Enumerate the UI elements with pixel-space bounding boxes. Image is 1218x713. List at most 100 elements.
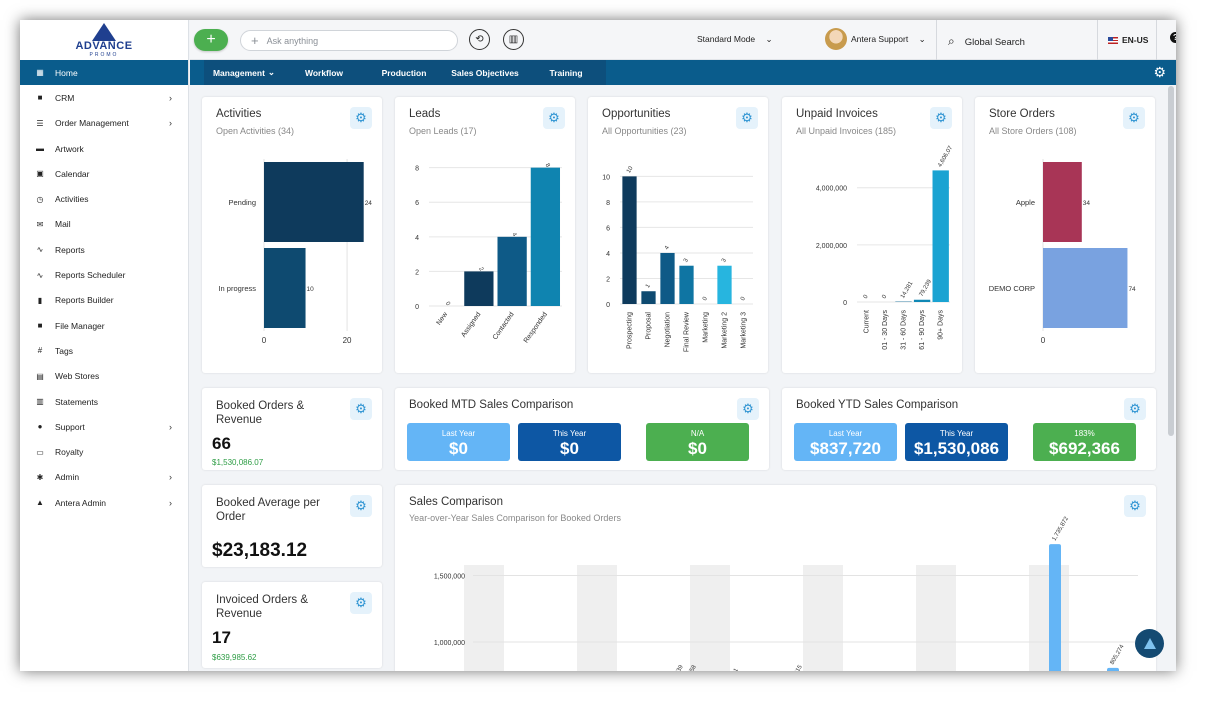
gear-icon[interactable]: ⚙	[1123, 107, 1145, 129]
sidebar-item-reports-scheduler[interactable]: ∿ Reports Scheduler	[20, 262, 188, 287]
y-tick-label: 2	[415, 269, 419, 276]
y-tick-label: 6	[415, 200, 419, 207]
ask-anything-input[interactable]: + Ask anything	[240, 30, 458, 51]
sidebar-item-label: Tags	[55, 345, 73, 356]
chart-icon[interactable]: ▥	[503, 29, 524, 50]
list-icon: ☰	[36, 118, 44, 128]
value-label: 8	[544, 163, 551, 169]
help-icon[interactable]: ?	[1170, 32, 1176, 43]
tab-workflow[interactable]: Workflow	[284, 60, 364, 85]
opportunities-chart: 0 2 4 6 8 10 10 Prospecting 1 Proposal 4 Negotiatio…	[602, 165, 753, 352]
gear-icon[interactable]: ⚙	[350, 107, 372, 129]
tab-production[interactable]: Production	[364, 60, 444, 85]
tab-sales-objectives[interactable]: Sales Objectives	[444, 60, 526, 85]
sidebar-item-support[interactable]: ● Support ›	[20, 414, 188, 439]
category-label: Apple	[1016, 198, 1035, 207]
tab-label: Workflow	[304, 67, 344, 78]
sidebar-item-reports-builder[interactable]: ▮ Reports Builder	[20, 288, 188, 313]
gear-icon[interactable]: ⚙	[1124, 495, 1146, 517]
value-label: 4,606,07	[937, 145, 954, 169]
activities-card: Activities Open Activities (34) ⚙ 0 20 Pen…	[202, 97, 382, 373]
sidebar-item-calendar[interactable]: ▣ Calendar	[20, 161, 188, 186]
sidebar-item-reports[interactable]: ∿ Reports	[20, 237, 188, 262]
sidebar-item-artwork[interactable]: ▬ Artwork	[20, 136, 188, 161]
period-band	[803, 565, 843, 671]
y-tick-label: 4	[606, 251, 610, 258]
brand-logo[interactable]: ADVANCE PROMO	[20, 20, 188, 60]
gear-icon[interactable]: ⚙	[930, 107, 952, 129]
card-title: Booked Average per Order	[216, 497, 321, 523]
sidebar-item-order-management[interactable]: ☰ Order Management ›	[20, 111, 188, 136]
sidebar-item-label: Order Management	[55, 118, 129, 129]
assistant-icon	[1143, 638, 1156, 649]
brand-sub: PROMO	[89, 51, 119, 58]
tab-management[interactable]: Management ⌄	[204, 60, 284, 85]
x-tick-label: 0	[262, 336, 267, 345]
y-tick-label: 0	[415, 304, 419, 311]
value-label: 14,281	[900, 280, 915, 299]
box-value: $692,366	[1049, 439, 1120, 458]
booked-orders-count: 66	[212, 434, 231, 453]
y-tick-label: 1,500,000	[434, 573, 465, 580]
tab-training[interactable]: Training	[526, 60, 606, 85]
value-label: 4	[664, 244, 671, 250]
sidebar-item-tags[interactable]: # Tags	[20, 338, 188, 363]
gear-icon[interactable]: ⚙	[1124, 398, 1146, 420]
bar	[932, 170, 949, 302]
gear-icon[interactable]: ⚙	[350, 398, 372, 420]
period-band	[577, 565, 617, 671]
category-label: 61 - 90 Days	[919, 310, 926, 350]
assistant-button[interactable]	[1135, 629, 1164, 658]
category-label: 31 - 60 Days	[901, 310, 908, 350]
sidebar-item-antera-admin[interactable]: ▲ Antera Admin ›	[20, 490, 188, 515]
value-label: 34	[1083, 200, 1091, 207]
sidebar-item-label: Antera Admin	[55, 497, 107, 508]
gear-icon[interactable]: ⚙	[350, 592, 372, 614]
sidebar-item-label: Reports	[55, 244, 85, 255]
mode-dropdown[interactable]: Standard Mode ⌄	[697, 34, 773, 45]
gear-icon[interactable]: ⚙	[350, 495, 372, 517]
refresh-icon[interactable]: ⟲	[469, 29, 490, 50]
category-label: Prospecting	[627, 312, 634, 349]
sidebar-item-web-stores[interactable]: ▤ Web Stores	[20, 364, 188, 389]
value-label: 0	[444, 301, 451, 307]
sidebar-item-crm[interactable]: ■ CRM ›	[20, 85, 188, 110]
sidebar-item-mail[interactable]: ✉ Mail	[20, 212, 188, 237]
sidebar-item-admin[interactable]: ✱ Admin ›	[20, 465, 188, 490]
sidebar-item-home[interactable]: ▦ Home	[20, 60, 188, 86]
user-menu[interactable]: Antera Support ⌄	[851, 34, 926, 45]
bar	[1049, 544, 1061, 671]
mtd-comparison-card: Booked MTD Sales Comparison ⚙ Last Year $…	[395, 388, 769, 470]
value-label: 0	[740, 296, 747, 302]
global-search-label: Global Search	[964, 37, 1025, 48]
category-label: Current	[863, 310, 870, 333]
value-label: 1,735,872	[1052, 515, 1071, 542]
value-label: 74	[1128, 286, 1136, 293]
value-label: 615	[794, 664, 805, 671]
gear-icon[interactable]: ⚙	[543, 107, 565, 129]
sidebar-item-statements[interactable]: ▥ Statements	[20, 389, 188, 414]
language-selector[interactable]: EN-US	[1108, 35, 1148, 45]
lock-icon: ▲	[36, 498, 44, 508]
sidebar-item-activities[interactable]: ◷ Activities	[20, 186, 188, 211]
avatar[interactable]	[825, 28, 847, 50]
sidebar-item-royalty[interactable]: ▭ Royalty	[20, 439, 188, 464]
line-chart-icon: ∿	[36, 245, 44, 255]
gear-icon[interactable]: ⚙	[737, 398, 759, 420]
global-search-field[interactable]: ⌕ Global Search	[948, 34, 1025, 49]
quick-add-button[interactable]: +	[194, 29, 228, 51]
mtd-difference-box: N/A $0	[646, 423, 749, 461]
y-tick-label: 2,000,000	[816, 243, 847, 250]
gear-icon[interactable]: ⚙	[736, 107, 758, 129]
scrollbar[interactable]	[1168, 86, 1174, 436]
chevron-down-icon: ⌄	[765, 34, 773, 44]
box-value: $1,530,086	[913, 439, 1000, 458]
sales-comparison-chart: 500,0001,000,0001,500,000458,647484,7815…	[434, 515, 1138, 671]
sidebar-item-file-manager[interactable]: ■ File Manager	[20, 313, 188, 338]
y-tick-label: 1,000,000	[434, 640, 465, 647]
mode-label: Standard Mode	[697, 34, 756, 44]
gear-icon[interactable]: ⚙	[1153, 64, 1166, 80]
bar-chart-icon: ▮	[37, 295, 43, 305]
value-label: 24	[365, 200, 373, 207]
divider	[1097, 20, 1098, 60]
